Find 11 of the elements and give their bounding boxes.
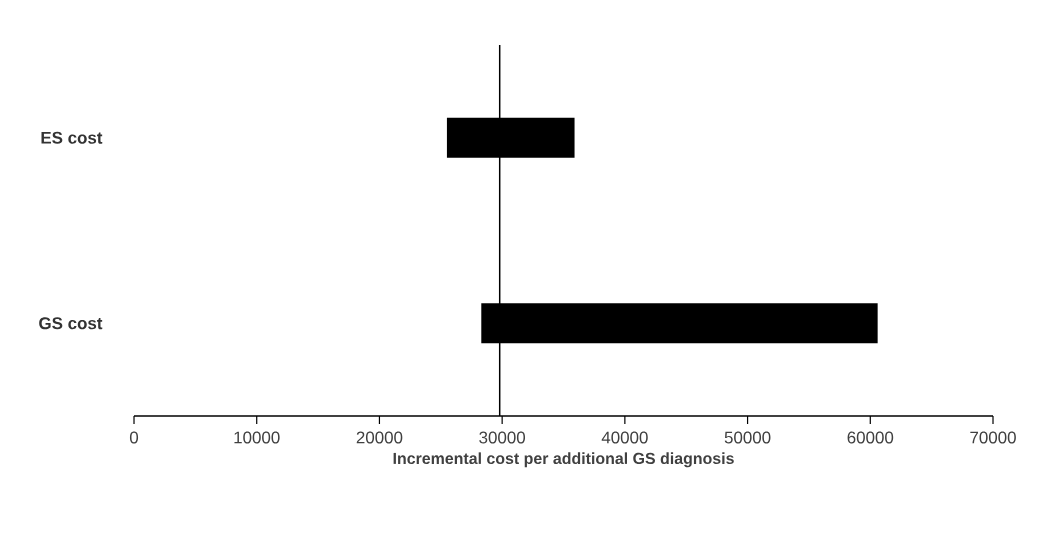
- x-tick-label: 30000: [479, 431, 526, 444]
- x-axis-title: Incremental cost per additional GS diagnosis: [393, 452, 734, 468]
- y-tick-label: GS cost: [39, 317, 103, 330]
- x-tick-label: 60000: [847, 431, 894, 444]
- x-tick-label: 40000: [601, 431, 648, 444]
- x-tick-label: 0: [129, 431, 139, 444]
- x-tick-label: 70000: [970, 431, 1016, 444]
- x-tick-label: 20000: [356, 431, 403, 444]
- y-tick-label: ES cost: [41, 131, 103, 144]
- x-tick-label: 10000: [234, 431, 280, 444]
- x-tick-label: 50000: [724, 431, 771, 444]
